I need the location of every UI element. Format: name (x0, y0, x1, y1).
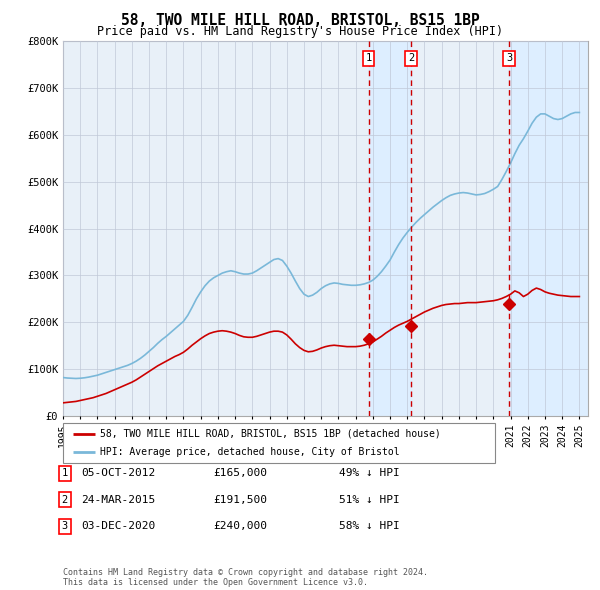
Text: £165,000: £165,000 (213, 468, 267, 478)
Text: £191,500: £191,500 (213, 495, 267, 504)
Text: 51% ↓ HPI: 51% ↓ HPI (339, 495, 400, 504)
Text: 03-DEC-2020: 03-DEC-2020 (81, 522, 155, 531)
Text: 24-MAR-2015: 24-MAR-2015 (81, 495, 155, 504)
Bar (509, 41, 596, 416)
Text: 49% ↓ HPI: 49% ↓ HPI (339, 468, 400, 478)
Text: 3: 3 (506, 53, 512, 63)
Text: 1: 1 (62, 468, 68, 478)
Text: £240,000: £240,000 (213, 522, 267, 531)
Text: 58, TWO MILE HILL ROAD, BRISTOL, BS15 1BP: 58, TWO MILE HILL ROAD, BRISTOL, BS15 1B… (121, 13, 479, 28)
Text: 58% ↓ HPI: 58% ↓ HPI (339, 522, 400, 531)
Text: 05-OCT-2012: 05-OCT-2012 (81, 468, 155, 478)
Bar (369, 41, 411, 416)
Text: 1: 1 (365, 53, 372, 63)
Text: 2: 2 (62, 495, 68, 504)
Text: Price paid vs. HM Land Registry's House Price Index (HPI): Price paid vs. HM Land Registry's House … (97, 25, 503, 38)
Text: HPI: Average price, detached house, City of Bristol: HPI: Average price, detached house, City… (100, 447, 400, 457)
Text: 58, TWO MILE HILL ROAD, BRISTOL, BS15 1BP (detached house): 58, TWO MILE HILL ROAD, BRISTOL, BS15 1B… (100, 429, 440, 439)
Text: Contains HM Land Registry data © Crown copyright and database right 2024.
This d: Contains HM Land Registry data © Crown c… (63, 568, 428, 587)
Text: 2: 2 (408, 53, 415, 63)
Text: 3: 3 (62, 522, 68, 531)
